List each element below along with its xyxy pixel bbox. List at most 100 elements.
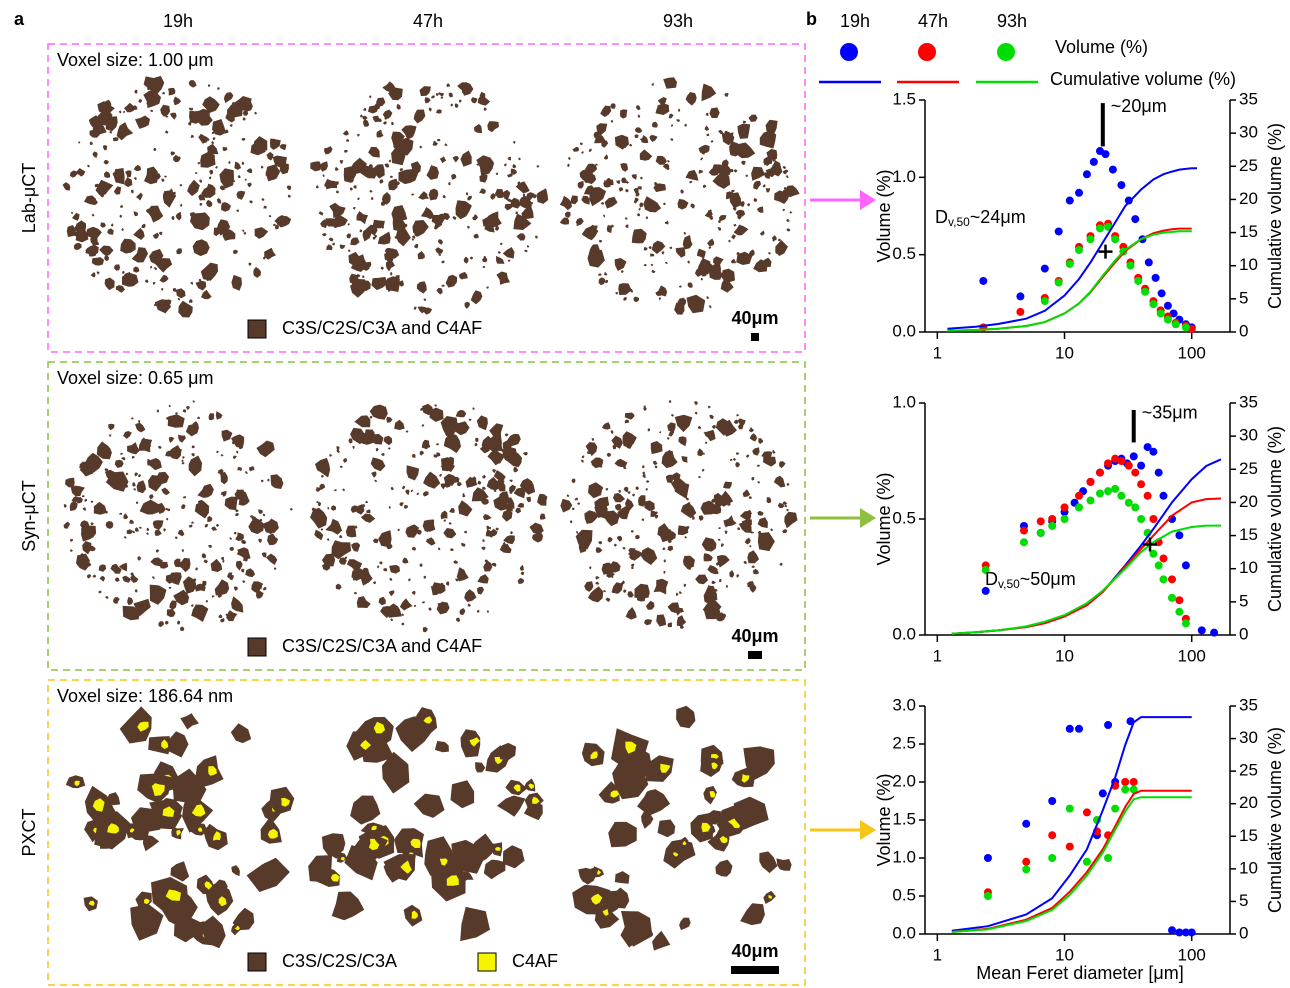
particle xyxy=(141,223,146,229)
particle xyxy=(148,444,152,448)
scatter-point xyxy=(1040,297,1049,306)
particle xyxy=(315,457,331,478)
ct-slice xyxy=(62,75,292,318)
particle xyxy=(590,893,603,905)
scatter-point xyxy=(1075,503,1084,512)
particle xyxy=(667,422,676,433)
particle xyxy=(212,119,226,136)
particle xyxy=(231,865,240,877)
particle xyxy=(445,581,450,586)
particle xyxy=(191,453,195,457)
particle xyxy=(641,135,649,144)
scatter-point xyxy=(1065,259,1074,268)
particle xyxy=(677,198,689,210)
particle xyxy=(748,114,758,122)
particle xyxy=(701,537,717,552)
particle xyxy=(388,87,403,101)
particle xyxy=(442,194,446,199)
particle xyxy=(598,273,602,276)
particle xyxy=(411,235,415,239)
particle xyxy=(475,437,479,442)
particle xyxy=(680,502,697,519)
particle xyxy=(490,193,496,200)
scatter-point xyxy=(1048,831,1057,840)
voxel-size: Voxel size: 1.00 μm xyxy=(57,50,213,70)
particle xyxy=(416,281,427,294)
particle xyxy=(736,251,753,265)
y2-tick-label: 30 xyxy=(1239,426,1258,445)
particle xyxy=(127,596,133,606)
particle xyxy=(763,456,777,467)
particle xyxy=(705,600,709,603)
particle xyxy=(757,517,768,529)
particle xyxy=(437,239,443,245)
y2-tick-label: 20 xyxy=(1239,492,1258,511)
scatter-point xyxy=(1104,854,1113,862)
particle xyxy=(709,791,716,798)
particle xyxy=(134,472,139,477)
particle xyxy=(495,172,499,176)
particle xyxy=(273,223,276,227)
particle xyxy=(381,192,391,205)
particle xyxy=(750,531,754,534)
particle xyxy=(637,593,646,602)
particle xyxy=(615,292,619,295)
particle xyxy=(460,150,472,167)
particle xyxy=(353,254,367,269)
particle xyxy=(688,566,692,570)
particle xyxy=(654,465,658,469)
particle xyxy=(335,583,342,590)
scatter-point xyxy=(983,854,992,862)
legend-label: 47h xyxy=(918,11,948,31)
particle xyxy=(360,739,372,750)
voxel-size: Voxel size: 186.64 nm xyxy=(57,686,233,706)
column-label: 47h xyxy=(413,11,443,31)
particle xyxy=(235,512,239,516)
scale-bar-label: 40μm xyxy=(731,626,778,646)
particle xyxy=(157,445,162,449)
particle xyxy=(608,572,612,575)
particle xyxy=(467,195,472,201)
particle xyxy=(670,124,674,127)
particle xyxy=(476,415,488,431)
particle xyxy=(608,821,637,848)
particle xyxy=(667,160,670,163)
particle xyxy=(744,537,751,545)
particle xyxy=(667,539,672,544)
particle xyxy=(272,155,287,168)
particle xyxy=(149,265,153,269)
ct-slice xyxy=(63,400,293,631)
particle xyxy=(152,281,156,285)
particle xyxy=(493,496,508,511)
y2-tick-label: 15 xyxy=(1239,525,1258,544)
particle xyxy=(354,591,357,595)
particle xyxy=(242,580,246,584)
dv50-sub: v,50 xyxy=(948,215,970,229)
ct-slice xyxy=(572,705,792,951)
particle xyxy=(770,160,783,177)
particle xyxy=(257,235,260,239)
particle xyxy=(223,92,234,104)
particle xyxy=(253,136,268,151)
particle xyxy=(382,109,393,119)
particle xyxy=(244,178,247,181)
particle xyxy=(742,489,751,497)
particle xyxy=(107,228,114,235)
particle xyxy=(349,187,353,191)
particle xyxy=(316,501,319,504)
panel-label: a xyxy=(14,9,25,29)
particle xyxy=(525,192,535,201)
particle xyxy=(203,559,208,564)
particle xyxy=(411,238,415,241)
particle xyxy=(752,447,760,456)
scatter-point xyxy=(1121,778,1130,786)
particle xyxy=(349,273,359,284)
particle xyxy=(631,566,634,570)
particle xyxy=(493,470,506,482)
particle xyxy=(357,133,360,137)
legend-label: 93h xyxy=(997,11,1027,31)
particle xyxy=(96,441,112,460)
particle xyxy=(729,192,742,209)
particle xyxy=(95,259,101,264)
particle xyxy=(568,156,571,160)
